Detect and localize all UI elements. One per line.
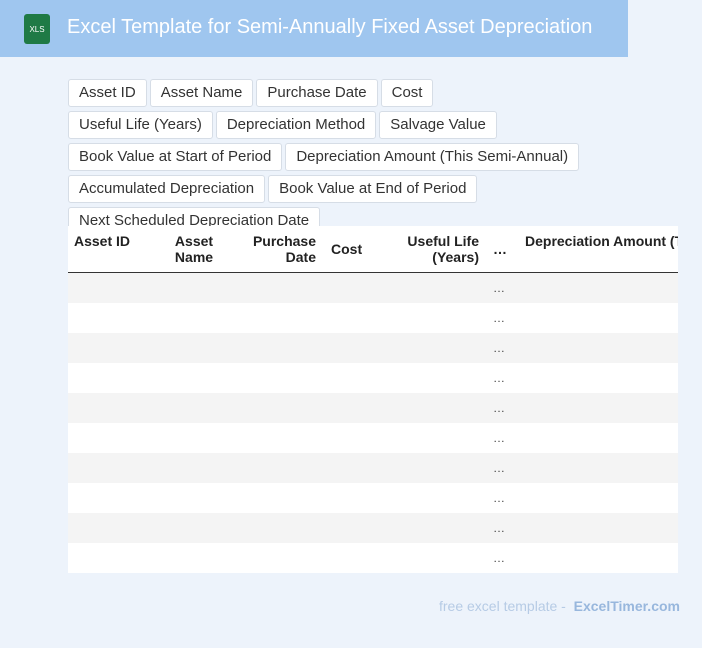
page-title: Excel Template for Semi-Annually Fixed A…	[67, 16, 593, 38]
field-chip: Salvage Value	[379, 111, 497, 139]
field-chip: Depreciation Method	[215, 111, 377, 139]
field-chip: Cost	[380, 79, 434, 107]
table-row: …	[68, 543, 678, 573]
table-row: …	[68, 363, 678, 393]
column-header: Cost	[331, 241, 363, 257]
footer-site[interactable]: ExcelTimer.com	[573, 598, 680, 614]
cell: …	[493, 491, 505, 505]
table-row: …	[68, 333, 678, 363]
table-row: …	[68, 483, 678, 513]
table-header: Asset ID Asset Name Purchase Date Cost Usefu…	[68, 226, 678, 273]
table-row: …	[68, 423, 678, 453]
table-row: …	[68, 453, 678, 483]
field-chip: Purchase Date	[256, 79, 378, 107]
footer-text: free excel template -	[439, 598, 566, 614]
field-chip: Asset Name	[149, 79, 254, 107]
cell: …	[493, 401, 505, 415]
column-header: Depreciation Amount (This Semi-Annual)	[525, 233, 678, 249]
table: Asset ID Asset Name Purchase Date Cost Usefu…	[68, 226, 678, 573]
field-chip: Asset ID	[68, 79, 147, 107]
field-chip: Accumulated Depreciation	[68, 175, 266, 203]
cell: …	[493, 371, 505, 385]
table-row: …	[68, 393, 678, 423]
table-row: …	[68, 513, 678, 543]
cell: …	[493, 431, 505, 445]
column-header: Purchase Date	[252, 233, 316, 265]
cell: …	[493, 461, 505, 475]
field-list: Asset ID Asset Name Purchase Date Cost Usefu…	[68, 79, 580, 235]
column-header: Useful Life (Years)	[407, 233, 479, 265]
footer: free excel template - ExcelTimer.com	[439, 598, 680, 614]
cell: …	[493, 341, 505, 355]
header-bar: XLS Excel Template for Semi-Annually Fix…	[0, 0, 628, 57]
field-chip: Useful Life (Years)	[68, 111, 213, 139]
field-chip: Book Value at End of Period	[268, 175, 478, 203]
cell: …	[493, 281, 505, 295]
column-header: …	[493, 241, 507, 257]
cell: …	[493, 551, 505, 565]
column-header: Asset ID	[73, 233, 130, 249]
field-chip: Depreciation Amount (This Semi-Annual)	[285, 143, 580, 171]
xls-icon: XLS	[24, 14, 50, 44]
field-chip: Book Value at Start of Period	[68, 143, 283, 171]
cell: …	[493, 521, 505, 535]
cell: …	[493, 311, 505, 325]
table-row: …	[68, 303, 678, 333]
table-row: …	[68, 273, 678, 303]
column-header: Asset Name	[174, 233, 214, 265]
